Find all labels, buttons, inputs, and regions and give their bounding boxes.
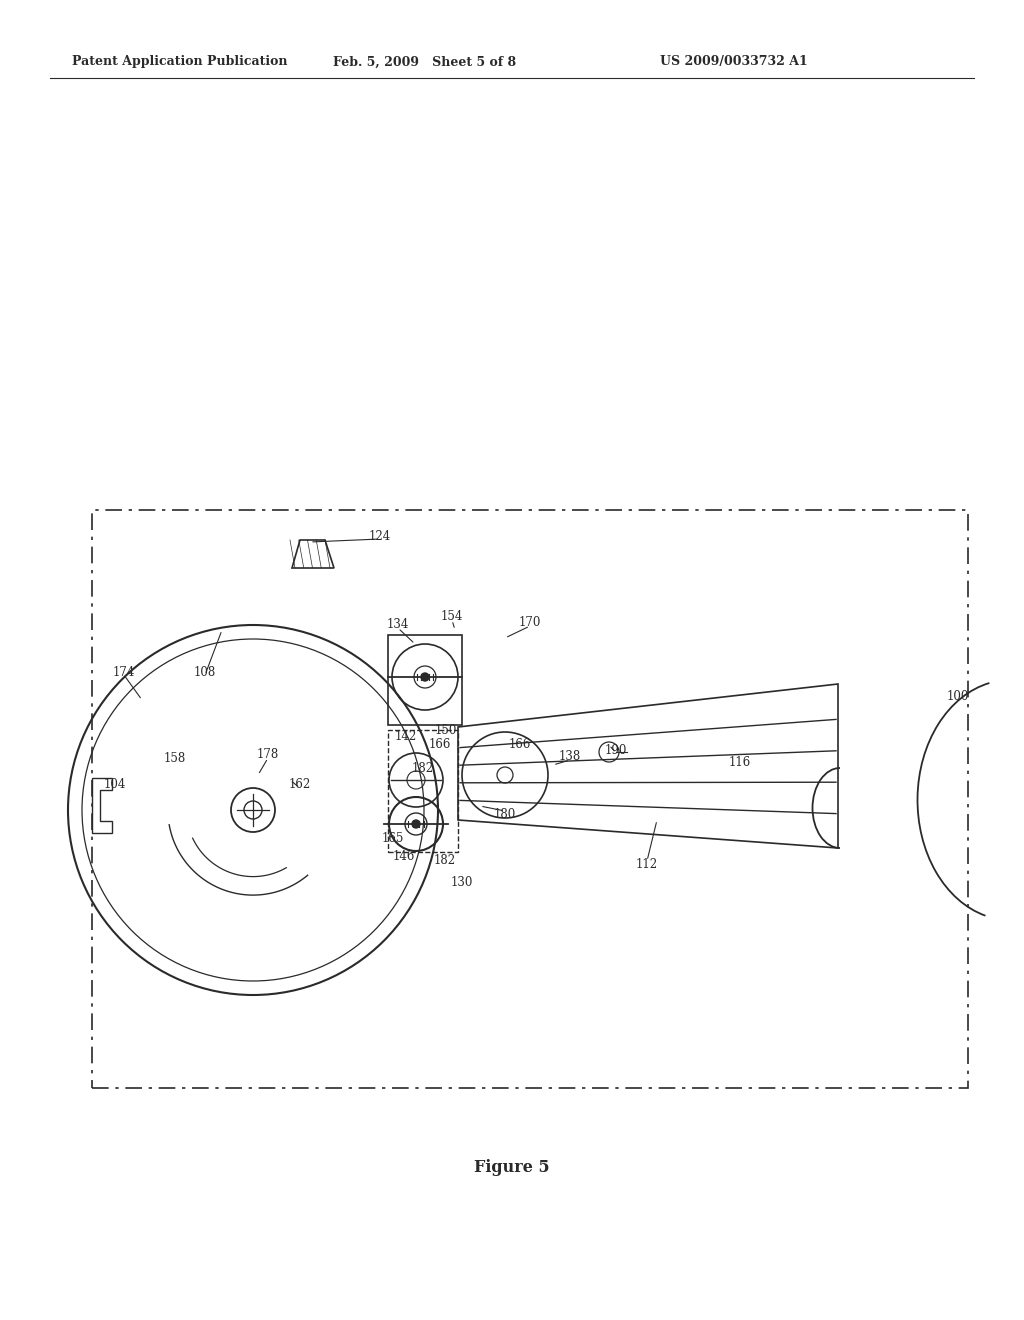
Text: 100: 100 <box>947 689 969 702</box>
Text: 150: 150 <box>435 723 457 737</box>
Text: 146: 146 <box>393 850 415 862</box>
Text: 104: 104 <box>104 779 126 792</box>
Text: Patent Application Publication: Patent Application Publication <box>72 55 288 69</box>
Text: 138: 138 <box>559 751 582 763</box>
Text: 130: 130 <box>451 876 473 890</box>
Text: 124: 124 <box>369 529 391 543</box>
Text: 116: 116 <box>729 756 752 770</box>
Text: Figure 5: Figure 5 <box>474 1159 550 1176</box>
Text: 180: 180 <box>494 808 516 821</box>
Text: 182: 182 <box>434 854 456 866</box>
Text: 182: 182 <box>412 763 434 776</box>
Text: 108: 108 <box>194 665 216 678</box>
Circle shape <box>412 820 420 828</box>
Text: Feb. 5, 2009   Sheet 5 of 8: Feb. 5, 2009 Sheet 5 of 8 <box>334 55 516 69</box>
Bar <box>388 730 458 851</box>
Text: 170: 170 <box>519 616 542 630</box>
Text: 166: 166 <box>429 738 452 751</box>
Bar <box>388 635 462 725</box>
Text: 190: 190 <box>605 743 627 756</box>
Text: 134: 134 <box>387 619 410 631</box>
Circle shape <box>421 673 429 681</box>
Text: 174: 174 <box>113 665 135 678</box>
Text: 166: 166 <box>509 738 531 751</box>
Text: 178: 178 <box>257 747 280 760</box>
Text: 158: 158 <box>164 751 186 764</box>
Text: 162: 162 <box>289 779 311 792</box>
Text: 142: 142 <box>395 730 417 743</box>
Text: 165: 165 <box>382 833 404 846</box>
Text: US 2009/0033732 A1: US 2009/0033732 A1 <box>660 55 808 69</box>
Text: 154: 154 <box>440 610 463 623</box>
Text: 112: 112 <box>636 858 658 870</box>
